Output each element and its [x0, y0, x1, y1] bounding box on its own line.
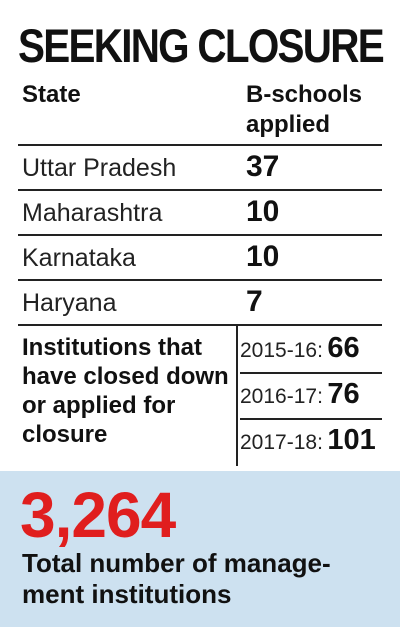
closures-label: Institutions that have closed down or ap… — [22, 334, 229, 448]
bschool-count: 37 — [246, 150, 280, 183]
table-row: Haryana 7 — [18, 281, 382, 324]
table-divider — [18, 324, 382, 326]
bschool-count: 10 — [246, 195, 280, 228]
year-value: 66 — [327, 332, 360, 364]
state-name: Maharashtra — [22, 199, 163, 227]
infographic-title: SEEKING CLOSURE — [18, 19, 385, 72]
table-divider — [18, 279, 382, 281]
state-name: Karnataka — [22, 244, 136, 272]
total-number: 3,264 — [20, 479, 176, 551]
column-divider — [236, 326, 238, 466]
bschool-count: 10 — [246, 240, 280, 273]
year-value: 76 — [327, 378, 360, 410]
column-header-state: State — [22, 81, 81, 108]
total-panel — [0, 471, 400, 627]
table-divider — [18, 189, 382, 191]
state-name: Haryana — [22, 289, 117, 317]
year-divider — [240, 372, 382, 374]
year-row: 2016-17: 76 — [240, 378, 382, 412]
state-name: Uttar Pradesh — [22, 154, 177, 182]
year-label: 2017-18: — [240, 431, 323, 454]
table-divider — [18, 144, 382, 146]
bschool-count: 7 — [246, 285, 263, 318]
table-row: Uttar Pradesh 37 — [18, 146, 382, 189]
year-row: 2015-16: 66 — [240, 332, 382, 366]
year-row: 2017-18: 101 — [240, 424, 382, 458]
year-divider — [240, 418, 382, 420]
total-caption: Total number of manage-ment institutions — [22, 548, 331, 609]
table-row: Karnataka 10 — [18, 236, 382, 279]
year-label: 2015-16: — [240, 339, 323, 362]
column-header-bschools: B-schools applied — [246, 81, 363, 138]
year-value: 101 — [327, 424, 376, 456]
table-row: Maharashtra 10 — [18, 191, 382, 234]
table-divider — [18, 234, 382, 236]
year-label: 2016-17: — [240, 385, 323, 408]
